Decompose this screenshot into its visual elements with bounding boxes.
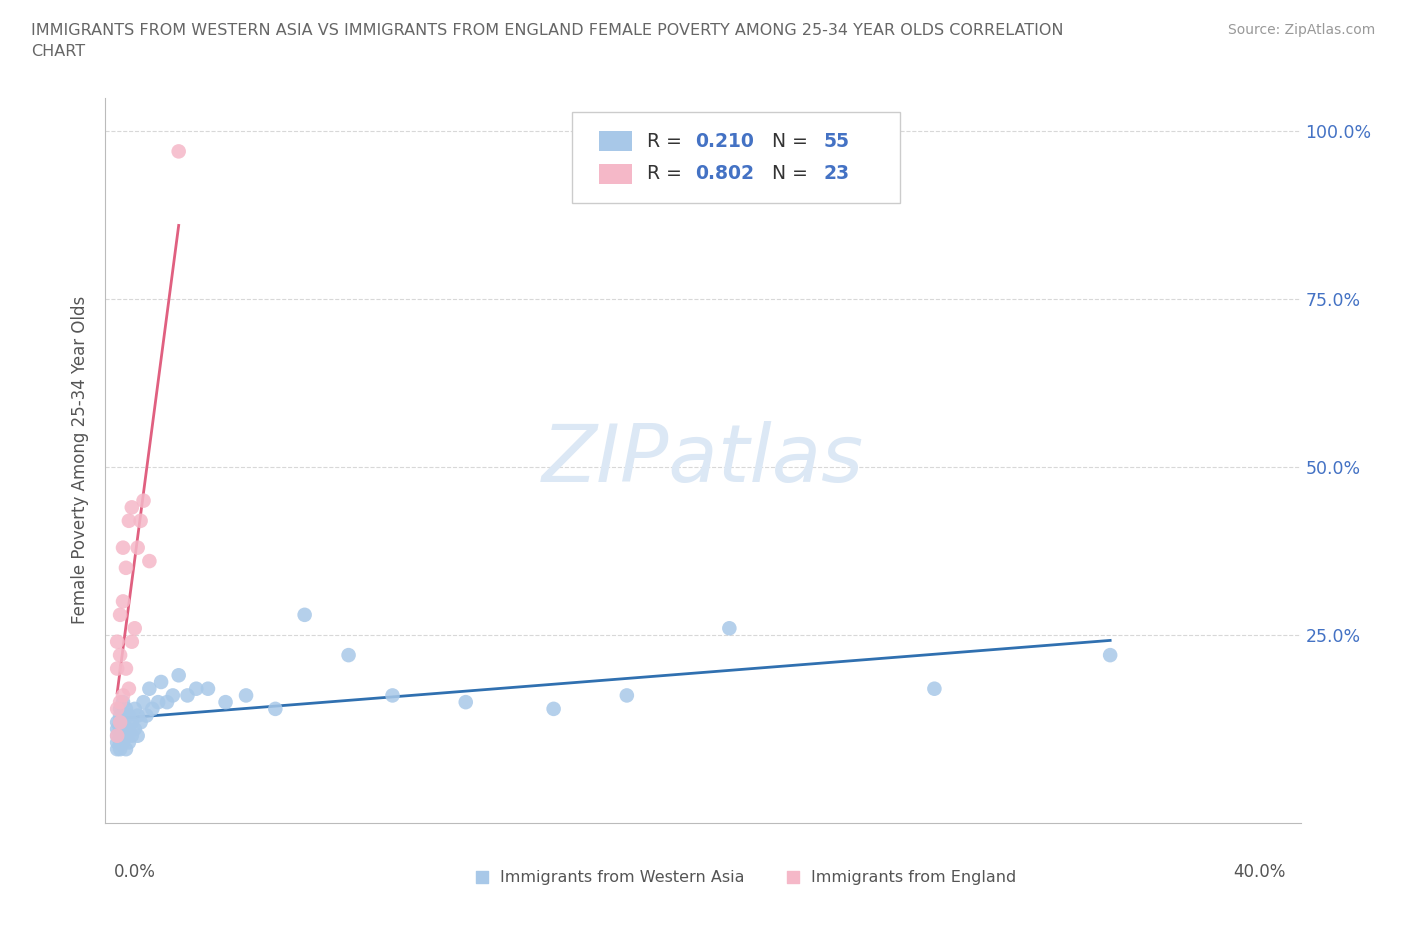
- Text: Immigrants from Western Asia: Immigrants from Western Asia: [501, 870, 744, 885]
- Point: [186, 682, 208, 697]
- Point: [167, 668, 190, 683]
- Point: [111, 695, 135, 710]
- Point: [121, 634, 143, 649]
- Point: [111, 540, 135, 555]
- Point: [111, 728, 135, 743]
- Point: [118, 735, 141, 750]
- Text: N =: N =: [761, 132, 814, 151]
- Text: IMMIGRANTS FROM WESTERN ASIA VS IMMIGRANTS FROM ENGLAND FEMALE POVERTY AMONG 25-: IMMIGRANTS FROM WESTERN ASIA VS IMMIGRAN…: [31, 23, 1063, 38]
- Point: [118, 722, 141, 737]
- Text: 23: 23: [824, 165, 849, 183]
- Point: [111, 688, 135, 703]
- Bar: [599, 131, 633, 152]
- Point: [197, 682, 219, 697]
- Point: [108, 607, 131, 622]
- Point: [132, 695, 155, 710]
- Point: [150, 674, 173, 689]
- Point: [115, 742, 138, 757]
- Text: 0.0%: 0.0%: [114, 863, 156, 881]
- Point: [108, 695, 131, 710]
- Point: [129, 715, 152, 730]
- Point: [146, 695, 169, 710]
- Point: [105, 742, 128, 757]
- Point: [108, 715, 131, 730]
- Point: [105, 661, 128, 676]
- Text: Source: ZipAtlas.com: Source: ZipAtlas.com: [1227, 23, 1375, 37]
- FancyBboxPatch shape: [571, 113, 900, 203]
- Point: [124, 722, 146, 737]
- Point: [127, 540, 149, 555]
- Text: 55: 55: [824, 132, 849, 151]
- Point: [381, 688, 404, 703]
- Text: 0.802: 0.802: [695, 165, 754, 183]
- Text: R =: R =: [647, 165, 688, 183]
- Point: [1099, 647, 1122, 662]
- Point: [124, 701, 146, 716]
- Point: [115, 561, 138, 576]
- Point: [337, 647, 360, 662]
- Point: [454, 695, 477, 710]
- Point: [111, 594, 135, 609]
- Point: [1025, 846, 1047, 861]
- Point: [118, 682, 141, 697]
- Point: [235, 688, 257, 703]
- Point: [214, 695, 236, 710]
- Point: [108, 722, 131, 737]
- Point: [105, 728, 128, 743]
- Point: [108, 701, 131, 716]
- Point: [264, 701, 287, 716]
- Point: [105, 728, 128, 743]
- Point: [127, 728, 149, 743]
- Point: [115, 661, 138, 676]
- Point: [105, 715, 128, 730]
- Text: CHART: CHART: [31, 44, 84, 59]
- Point: [118, 513, 141, 528]
- Point: [924, 682, 946, 697]
- Point: [111, 722, 135, 737]
- Point: [118, 708, 141, 723]
- Point: [616, 688, 638, 703]
- Point: [105, 722, 128, 737]
- Point: [108, 735, 131, 750]
- Point: [138, 553, 160, 568]
- Text: ZIPatlas: ZIPatlas: [541, 421, 865, 499]
- Point: [108, 742, 131, 757]
- Point: [127, 708, 149, 723]
- Point: [124, 621, 146, 636]
- Point: [543, 701, 565, 716]
- Point: [108, 708, 131, 723]
- Text: Immigrants from England: Immigrants from England: [810, 870, 1015, 885]
- Point: [121, 728, 143, 743]
- Point: [156, 695, 179, 710]
- Point: [162, 688, 184, 703]
- Point: [141, 701, 163, 716]
- Point: [176, 688, 198, 703]
- Point: [105, 735, 128, 750]
- Point: [108, 647, 131, 662]
- Point: [111, 735, 135, 750]
- Point: [138, 682, 160, 697]
- Point: [132, 493, 155, 508]
- Point: [105, 701, 128, 716]
- Text: 40.0%: 40.0%: [1233, 863, 1286, 881]
- Point: [105, 634, 128, 649]
- Point: [121, 500, 143, 515]
- Point: [129, 513, 152, 528]
- Point: [121, 715, 143, 730]
- Point: [718, 621, 741, 636]
- Bar: [599, 164, 633, 184]
- Text: N =: N =: [761, 165, 814, 183]
- Text: R =: R =: [647, 132, 688, 151]
- Point: [111, 715, 135, 730]
- Text: 0.210: 0.210: [695, 132, 754, 151]
- Point: [108, 715, 131, 730]
- Point: [115, 701, 138, 716]
- Point: [115, 708, 138, 723]
- Y-axis label: Female Poverty Among 25-34 Year Olds: Female Poverty Among 25-34 Year Olds: [72, 297, 90, 624]
- Point: [115, 728, 138, 743]
- Point: [294, 607, 316, 622]
- Point: [135, 708, 157, 723]
- Point: [108, 728, 131, 743]
- Point: [167, 144, 190, 159]
